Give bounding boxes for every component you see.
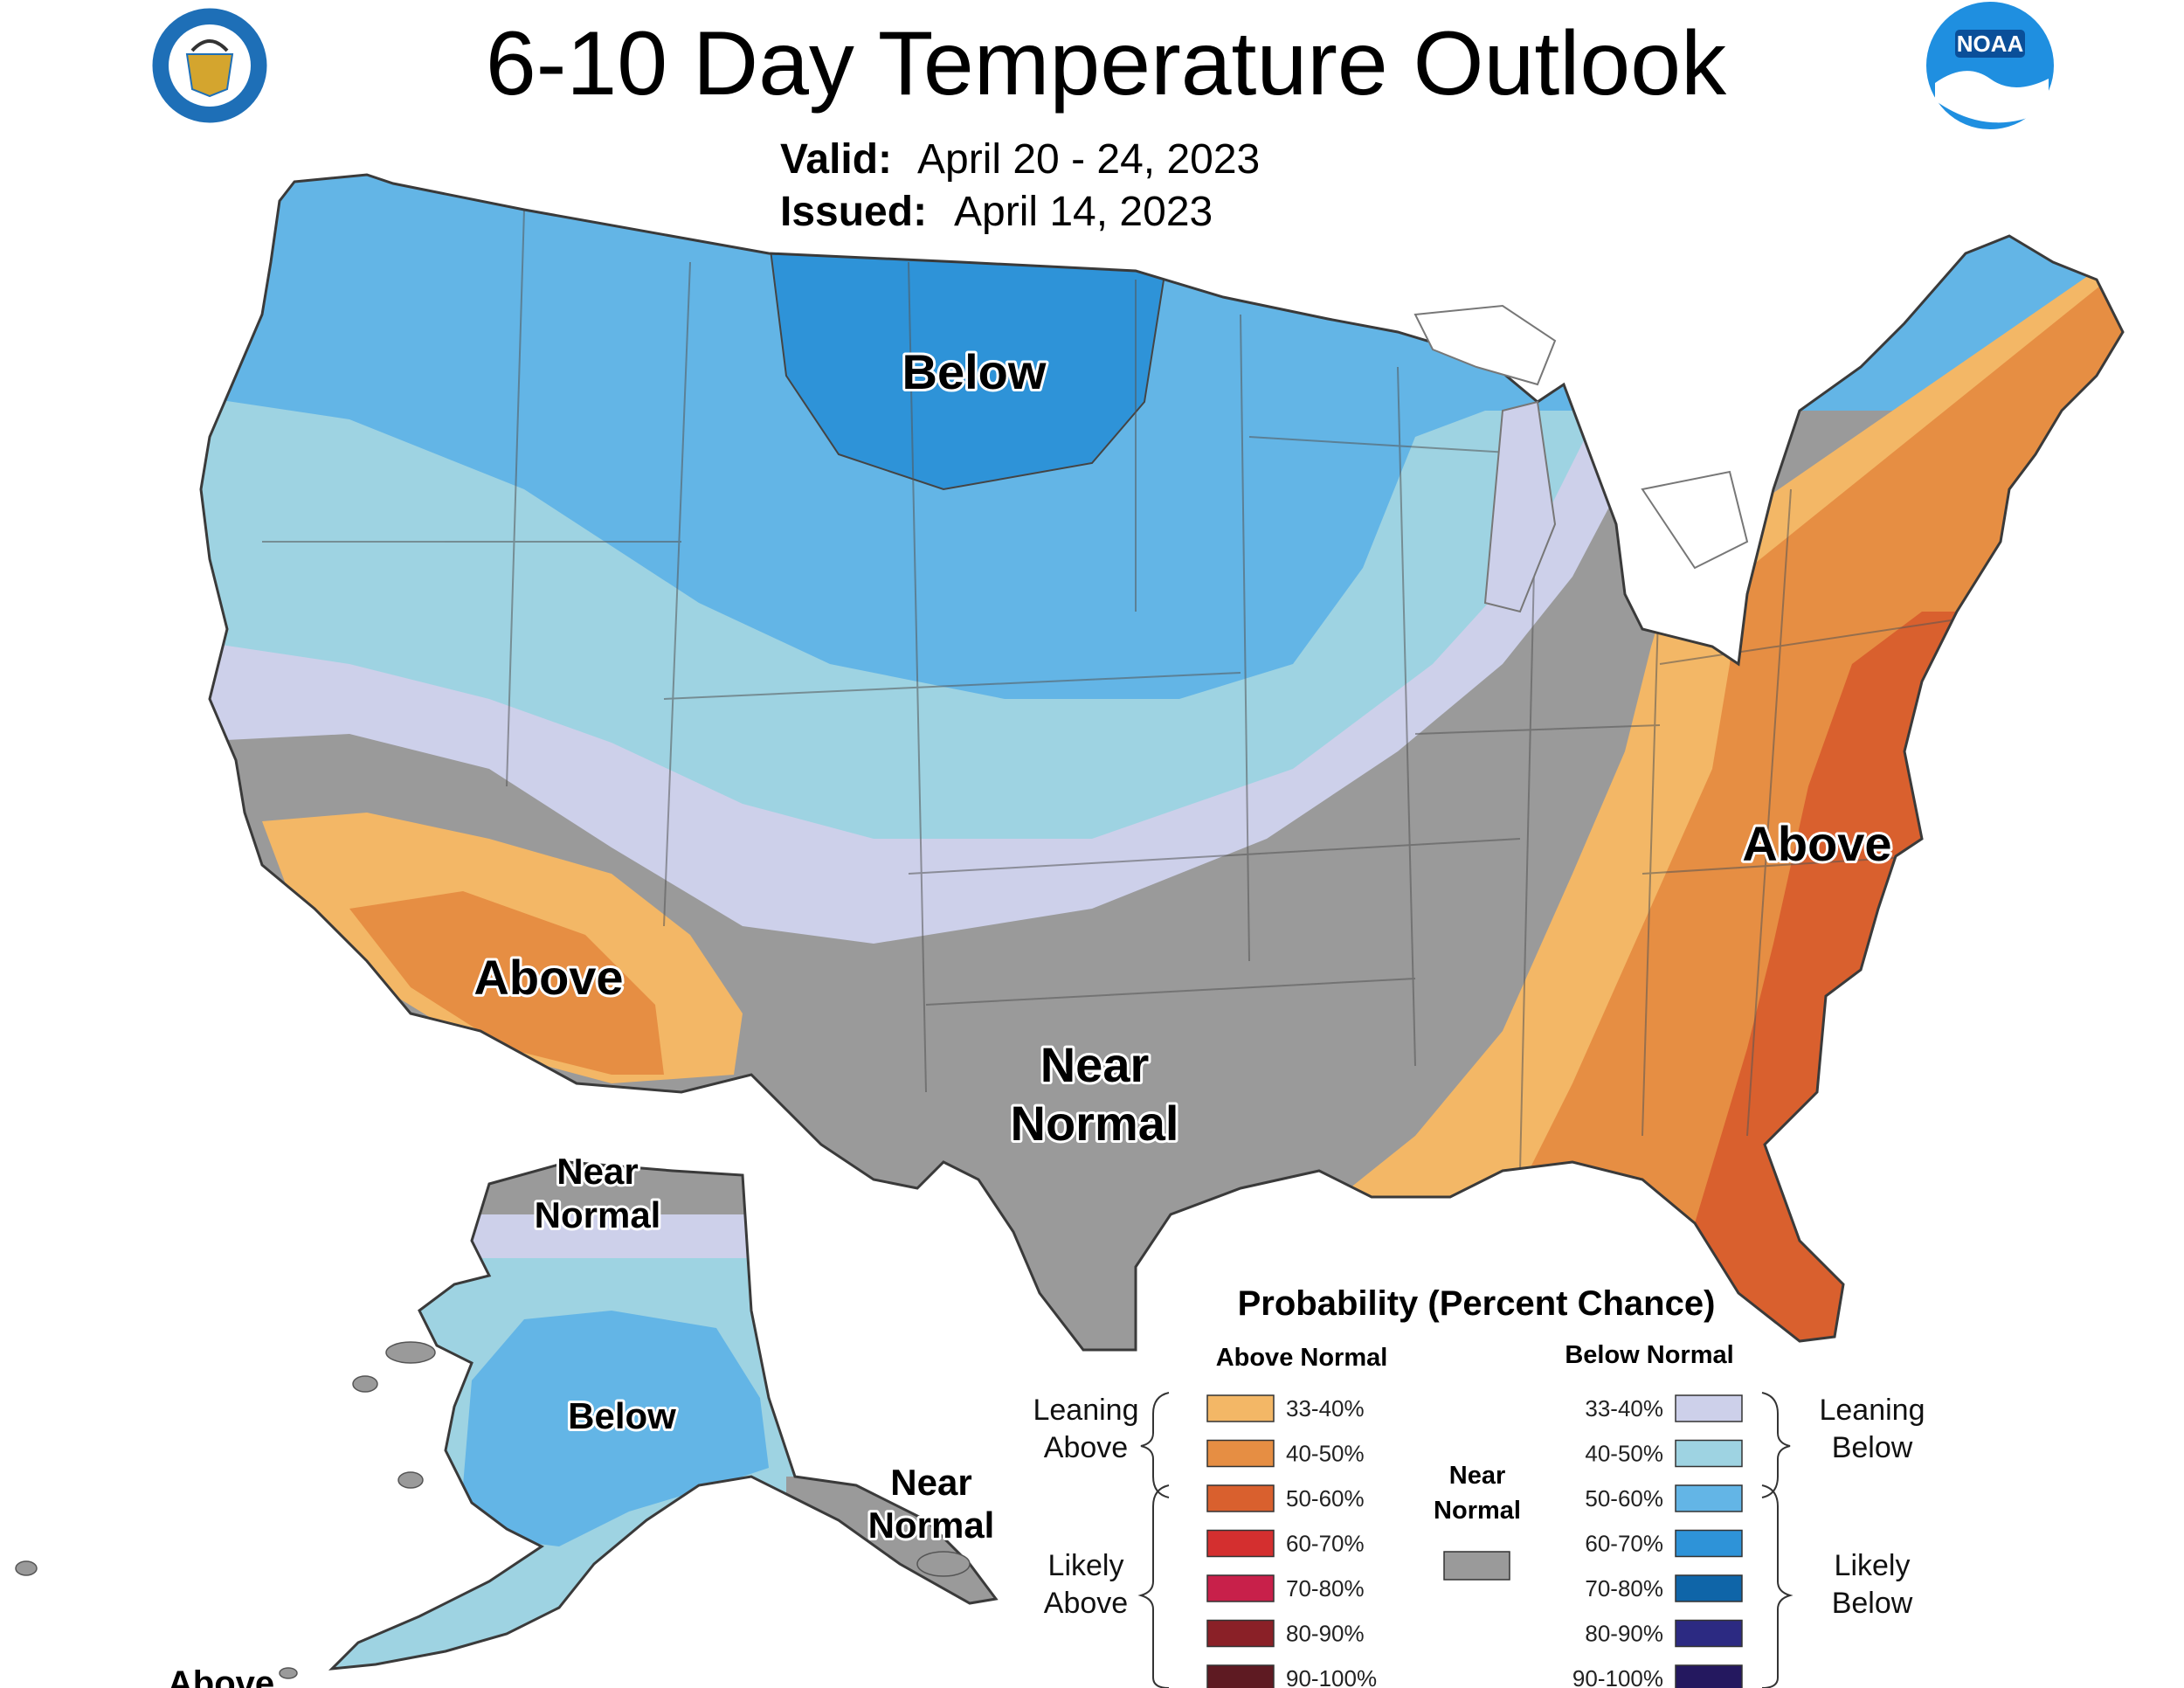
conus-below-label: Below (902, 344, 1047, 399)
near-normal-swatch (1443, 1551, 1510, 1581)
state-boundaries (262, 209, 2010, 1172)
legend-above-swatch-1 (1206, 1394, 1275, 1422)
legend-above-swatch-5 (1206, 1574, 1275, 1602)
likely-below-label-line2: Below (1832, 1587, 1913, 1620)
commerce-seal-shield-icon (185, 53, 234, 98)
legend-above-label-2: 40-50% (1286, 1441, 1365, 1467)
legend-below-label-4: 60-70% (1585, 1531, 1663, 1557)
noaa-logo: NOAA (1926, 2, 2054, 129)
alaska-above-label: Above (168, 1664, 274, 1688)
legend-below-label-1: 33-40% (1585, 1395, 1663, 1422)
lake-superior (1413, 304, 1557, 386)
alaska-likely-below-region (463, 1311, 769, 1546)
alaska-probability-regions (332, 1162, 996, 1669)
department-of-commerce-seal (149, 5, 270, 126)
leaning-below-label-line1: Leaning (1819, 1394, 1925, 1427)
alaska-near-label-line1: Near (556, 1151, 638, 1192)
legend-below-swatch-6 (1675, 1619, 1743, 1648)
michigan-lower-peninsula (1483, 400, 1557, 613)
legend-below-label-7: 90-100% (1572, 1665, 1663, 1688)
alaska-islands (15, 1341, 971, 1679)
leaning-below-label-line2: Below (1832, 1431, 1913, 1464)
commerce-seal-eagle-icon (190, 39, 229, 52)
likely-below-brace (1761, 1484, 1794, 1688)
legend-above-label-3: 50-60% (1286, 1485, 1365, 1512)
page-title: 6-10 Day Temperature Outlook (486, 13, 1727, 114)
near-normal-label-line1: Near (1449, 1462, 1506, 1490)
alaska-near-label-line2: Normal (535, 1194, 661, 1235)
legend-above-label-6: 80-90% (1286, 1621, 1365, 1647)
legend-above-swatch-7 (1206, 1664, 1275, 1688)
likely-below-label-line1: Likely (1835, 1549, 1911, 1582)
legend-below-swatch-5 (1675, 1574, 1743, 1602)
alaska-below-label: Below (568, 1395, 676, 1436)
legend-below-label-2: 40-50% (1585, 1441, 1663, 1467)
legend-above-header: Above Normal (1216, 1344, 1388, 1372)
leaning-above-label-line1: Leaning (1033, 1394, 1138, 1427)
legend-below-rows: 33-40% 40-50% 50-60% 60-70% 70-80% 80-90% 90-1… (1572, 1394, 1743, 1688)
valid-label: Valid: (780, 136, 892, 183)
sw-leaning-above-40-50-region (349, 891, 664, 1075)
noaa-bird-icon (1935, 71, 2049, 123)
legend-below-swatch-4 (1675, 1529, 1743, 1558)
lake-huron (1641, 470, 1749, 570)
legend-below-swatch-3 (1675, 1484, 1743, 1512)
issued-date: April 14, 2023 (954, 189, 1213, 235)
legend-above-label-5: 70-80% (1286, 1575, 1365, 1602)
conus-near-label-line2: Normal (1011, 1096, 1179, 1151)
near-normal-label-line2: Normal (1434, 1497, 1521, 1525)
legend-below-label-3: 50-60% (1585, 1485, 1663, 1512)
legend: Probability (Percent Chance) Above Norma… (1033, 1284, 1925, 1688)
leaning-below-brace (1761, 1392, 1791, 1498)
legend-above-label-7: 90-100% (1286, 1665, 1377, 1688)
legend-above-swatch-2 (1206, 1439, 1275, 1468)
likely-above-label-line1: Likely (1048, 1549, 1124, 1582)
likely-above-label-line2: Above (1044, 1587, 1128, 1620)
legend-below-swatch-2 (1675, 1439, 1743, 1468)
alaska-se-near-label-line1: Near (890, 1462, 971, 1503)
likely-above-brace (1137, 1484, 1170, 1688)
conus-above-east-label: Above (1742, 816, 1891, 871)
legend-below-swatch-7 (1675, 1664, 1743, 1688)
alaska-se-near-label-line2: Normal (868, 1505, 995, 1546)
legend-title: Probability (Percent Chance) (1238, 1284, 1716, 1323)
legend-above-swatch-6 (1206, 1619, 1275, 1648)
legend-above-swatch-3 (1206, 1484, 1275, 1512)
noaa-logo-text: NOAA (1957, 31, 2024, 57)
legend-above-rows: 33-40% 40-50% 50-60% 60-70% 70-80% 80-90% 90-1… (1206, 1394, 1377, 1688)
legend-below-swatch-1 (1675, 1394, 1743, 1422)
valid-dates: April 20 - 24, 2023 (917, 136, 1260, 183)
legend-above-label-4: 60-70% (1286, 1531, 1365, 1557)
leaning-above-label-line2: Above (1044, 1431, 1128, 1464)
issued-label: Issued: (780, 189, 927, 235)
legend-below-label-5: 70-80% (1585, 1575, 1663, 1602)
legend-above-label-1: 33-40% (1286, 1395, 1365, 1422)
conus-near-label-line1: Near (1040, 1037, 1150, 1092)
conus-above-sw-label: Above (473, 950, 623, 1005)
legend-below-label-6: 80-90% (1585, 1621, 1663, 1647)
legend-above-swatch-4 (1206, 1529, 1275, 1558)
legend-below-header: Below Normal (1565, 1341, 1733, 1369)
leaning-above-brace (1140, 1392, 1170, 1498)
